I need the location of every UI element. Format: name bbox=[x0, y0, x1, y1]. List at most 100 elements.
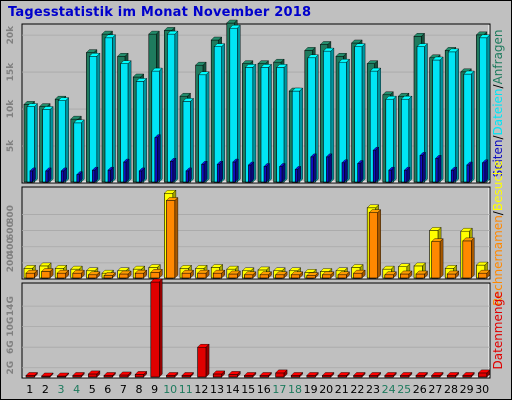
bar-rechner-day-27-face bbox=[431, 241, 441, 279]
bar-datenmenge-day-11-side bbox=[190, 371, 194, 378]
requests-panel-y-tick-label: 5k bbox=[6, 139, 16, 152]
bar-datenmenge-day-25-face bbox=[400, 375, 410, 378]
bar-datenmenge-day-18-face bbox=[290, 375, 301, 378]
bar-seiten-day-13-side bbox=[219, 160, 223, 183]
bar-seiten-day-24-face bbox=[388, 169, 392, 183]
bar-seiten-day-13-face bbox=[216, 163, 220, 183]
bar-dateien-day-15-side bbox=[252, 63, 257, 183]
bar-seiten-day-15-face bbox=[248, 164, 252, 183]
bar-rechner-day-21-face bbox=[337, 274, 347, 279]
bar-rechner-day-16-side bbox=[268, 271, 272, 279]
bar-dateien-day-25-side bbox=[408, 95, 413, 183]
bar-datenmenge-day-3 bbox=[56, 372, 70, 378]
bar-rechner-day-27 bbox=[431, 238, 444, 279]
x-tick-label-day-23: 23 bbox=[366, 383, 380, 396]
bar-seiten-day-20-side bbox=[328, 153, 333, 183]
bar-datenmenge-day-6-face bbox=[103, 375, 113, 378]
bar-seiten-day-29-face bbox=[466, 164, 470, 183]
bar-datenmenge-day-18 bbox=[290, 371, 304, 378]
x-tick-label-day-7: 7 bbox=[120, 383, 127, 396]
visits-panel-y-tick-label: 400 bbox=[6, 237, 16, 256]
bar-dateien-day-7-side bbox=[127, 60, 132, 183]
bar-dateien-day-5-side bbox=[96, 52, 101, 183]
bar-rechner-day-21-side bbox=[346, 271, 350, 279]
bar-datenmenge-day-23-face bbox=[368, 375, 379, 378]
bar-dateien-day-4-side bbox=[81, 119, 85, 183]
bar-datenmenge-day-29-side bbox=[471, 371, 475, 378]
bar-seiten-day-26 bbox=[419, 151, 426, 183]
bar-rechner-day-26-face bbox=[415, 273, 425, 279]
x-tick-label-day-8: 8 bbox=[136, 383, 143, 396]
bar-dateien-day-8-face bbox=[135, 81, 144, 183]
bar-seiten-day-25-face bbox=[404, 169, 408, 183]
bar-seiten-day-7-side bbox=[125, 158, 130, 183]
bar-rechner-day-20 bbox=[321, 271, 335, 279]
bar-seiten-day-2-face bbox=[45, 170, 49, 183]
bar-dateien-day-25 bbox=[400, 95, 413, 183]
bar-datenmenge-day-19-side bbox=[315, 371, 319, 378]
bar-datenmenge-day-4-face bbox=[72, 375, 82, 378]
bar-seiten-day-19-face bbox=[310, 156, 314, 183]
bar-rechner-day-18 bbox=[290, 271, 304, 279]
bar-rechner-day-4-side bbox=[81, 269, 85, 279]
bar-datenmenge-day-4-side bbox=[81, 371, 85, 378]
bar-datenmenge-day-28-face bbox=[446, 375, 457, 378]
legend-seiten: Seiten bbox=[491, 140, 505, 178]
bar-dateien-day-21 bbox=[338, 58, 350, 183]
bar-dateien-day-12-side bbox=[205, 71, 210, 183]
bar-datenmenge-day-1-side bbox=[34, 371, 38, 378]
visits-panel-y-tick-label: 200 bbox=[6, 253, 16, 272]
bar-rechner-day-26-side bbox=[424, 270, 428, 279]
bar-seiten-day-16-face bbox=[263, 166, 267, 183]
bar-dateien-day-29-side bbox=[471, 70, 475, 183]
bar-rechner-day-19-face bbox=[306, 275, 316, 279]
bar-rechner-day-19-side bbox=[315, 272, 319, 279]
bar-seiten-day-28 bbox=[450, 166, 458, 183]
bar-rechner-day-29-face bbox=[462, 240, 472, 279]
bar-datenmenge-day-1 bbox=[25, 371, 38, 378]
bar-dateien-day-8-side bbox=[143, 77, 147, 183]
x-tick-label-day-17: 17 bbox=[272, 383, 286, 396]
bar-datenmenge-day-14-side bbox=[237, 370, 241, 378]
bar-seiten-day-24 bbox=[388, 166, 395, 183]
bar-datenmenge-day-20 bbox=[321, 371, 335, 378]
bar-dateien-day-2-side bbox=[49, 106, 54, 183]
bar-seiten-day-28-face bbox=[450, 169, 455, 183]
bar-seiten-day-7 bbox=[123, 158, 130, 183]
bar-seiten-day-2 bbox=[45, 167, 52, 183]
bar-seiten-day-17-side bbox=[281, 162, 286, 183]
bar-datenmenge-day-21 bbox=[337, 371, 350, 378]
bar-seiten-day-27 bbox=[435, 154, 442, 183]
bar-seiten-day-18 bbox=[294, 165, 302, 183]
bar-datenmenge-day-8-face bbox=[134, 374, 144, 378]
bar-dateien-day-12 bbox=[198, 71, 210, 183]
bar-dateien-day-30 bbox=[478, 34, 491, 183]
requests-panel-legend-label: Seiten/Dateien/Anfragen bbox=[491, 29, 505, 177]
bar-seiten-day-26-face bbox=[419, 155, 423, 183]
bar-dateien-day-6 bbox=[104, 34, 116, 183]
bar-seiten-day-14 bbox=[232, 158, 239, 183]
bar-datenmenge-day-27-face bbox=[431, 375, 441, 378]
bar-rechner-day-15-side bbox=[252, 271, 257, 279]
legend-separator: / bbox=[491, 210, 505, 215]
legend-dateien: Dateien bbox=[491, 88, 505, 135]
bar-datenmenge-day-12-face bbox=[197, 346, 207, 378]
bar-seiten-day-22-face bbox=[357, 163, 361, 183]
bar-dateien-day-24-side bbox=[393, 95, 397, 183]
bar-datenmenge-day-14-face bbox=[228, 374, 238, 378]
x-tick-label-day-1: 1 bbox=[26, 383, 33, 396]
bar-seiten-day-11-side bbox=[188, 167, 192, 183]
bar-datenmenge-day-15 bbox=[243, 371, 257, 378]
bar-datenmenge-day-24 bbox=[384, 371, 397, 378]
bar-seiten-day-7-face bbox=[123, 161, 127, 183]
x-tick-label-day-14: 14 bbox=[226, 383, 240, 396]
bar-datenmenge-day-9 bbox=[150, 278, 163, 378]
bar-datenmenge-day-22-side bbox=[361, 371, 366, 378]
bar-datenmenge-day-26 bbox=[415, 371, 428, 378]
visits-panel-background bbox=[21, 186, 491, 280]
bar-datenmenge-day-29 bbox=[462, 371, 475, 378]
bar-dateien-day-5 bbox=[88, 52, 101, 183]
bar-rechner-day-29-side bbox=[471, 237, 475, 279]
bar-datenmenge-day-7-face bbox=[119, 374, 129, 378]
bar-rechner-day-1-face bbox=[25, 272, 35, 279]
